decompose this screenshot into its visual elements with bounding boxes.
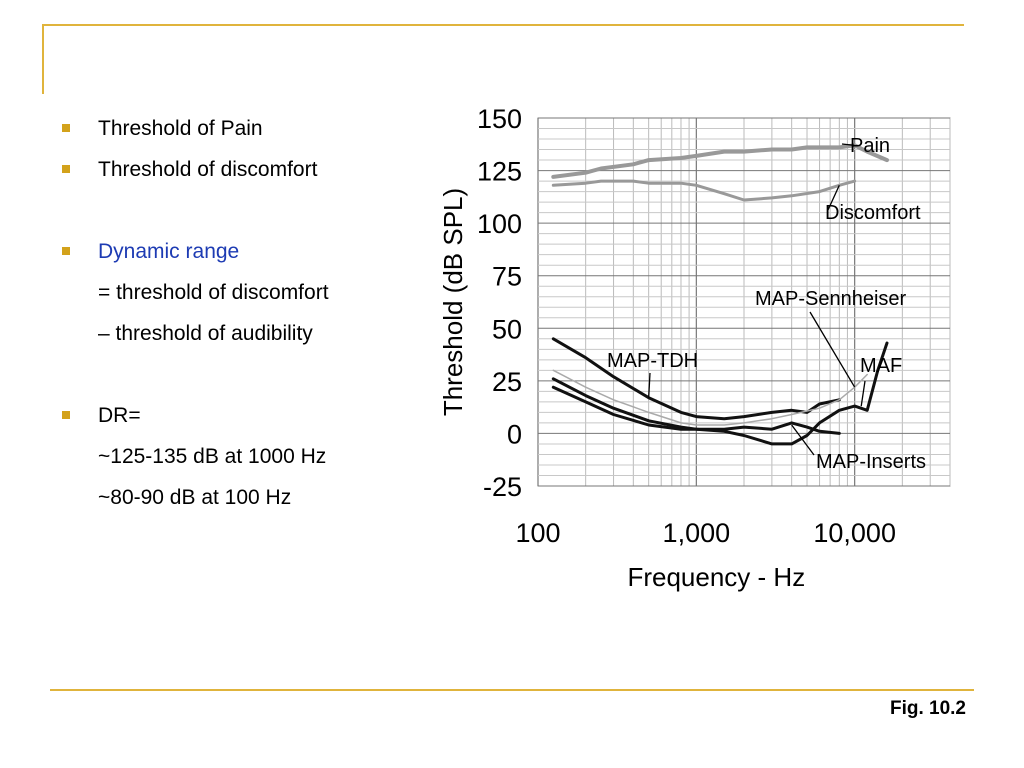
bullet-list: Threshold of Pain Threshold of discomfor… xyxy=(62,108,432,518)
bullet-marker xyxy=(62,411,70,419)
bullet-marker xyxy=(62,165,70,173)
annotation-leader-map-inserts xyxy=(791,424,815,456)
series-line-discomfort xyxy=(551,179,857,202)
x-tick-label: 1,000 xyxy=(663,518,731,548)
bullet-dr: DR= xyxy=(62,395,432,436)
y-tick-labels: 150 125 100 75 50 25 0 -25 xyxy=(477,104,522,502)
bullet-marker xyxy=(62,124,70,132)
series-line-map-inserts xyxy=(551,377,841,435)
sub-line: ~80-90 dB at 100 Hz xyxy=(62,477,432,518)
y-axis-label: Threshold (dB SPL) xyxy=(438,188,468,416)
bullet-text: Dynamic range xyxy=(98,240,240,263)
bullet-text: Threshold of Pain xyxy=(98,117,263,140)
y-tick-label: 150 xyxy=(477,104,522,134)
threshold-chart: 150 125 100 75 50 25 0 -25 100 1,000 10,000 Pain D… xyxy=(438,104,951,592)
y-tick-label: 50 xyxy=(492,314,522,344)
figure-caption: Fig. 10.2 xyxy=(889,698,966,719)
annotation-leader-map-sennheiser xyxy=(809,311,856,388)
sub-line: – threshold of audibility xyxy=(62,313,432,354)
y-tick-label: 75 xyxy=(492,262,522,292)
bullet-discomfort: Threshold of discomfort xyxy=(62,149,432,190)
y-tick-label: 125 xyxy=(477,157,522,187)
x-tick-labels: 100 1,000 10,000 xyxy=(515,518,896,548)
series-line-maf xyxy=(551,341,889,446)
bullet-marker xyxy=(62,247,70,255)
annotation-label-map-inserts: MAP-Inserts xyxy=(816,451,926,473)
annotation-label-discomfort: Discomfort xyxy=(825,202,921,224)
sub-text: – threshold of audibility xyxy=(98,322,313,345)
bullet-dynamic-range: Dynamic range xyxy=(62,231,432,272)
sub-text: = threshold of discomfort xyxy=(98,281,329,304)
y-tick-label: 100 xyxy=(477,209,522,239)
series-line-pain xyxy=(551,143,889,179)
chart-annotations: Pain Discomfort MAP-Sennheiser MAP-TDH MAF MA… xyxy=(607,135,926,473)
annotation-leader-discomfort xyxy=(827,185,840,211)
sub-text: ~80-90 dB at 100 Hz xyxy=(98,486,292,509)
annotation-leader-map-tdh xyxy=(648,372,651,398)
series-line-map-tdh xyxy=(551,337,841,421)
bullet-pain: Threshold of Pain xyxy=(62,108,432,149)
series-line-map-sennheiser xyxy=(552,369,868,426)
y-tick-label: 25 xyxy=(492,367,522,397)
top-rule xyxy=(42,24,964,26)
x-tick-label: 10,000 xyxy=(813,518,896,548)
bottom-rule xyxy=(50,689,974,691)
sub-line: = threshold of discomfort xyxy=(62,272,432,313)
annotation-label-maf: MAF xyxy=(860,355,902,377)
bullet-text: DR= xyxy=(98,404,141,427)
annotation-leader-maf xyxy=(860,380,866,407)
annotation-label-map-sennheiser: MAP-Sennheiser xyxy=(755,288,907,310)
y-tick-label: -25 xyxy=(483,472,522,502)
bullet-text: Threshold of discomfort xyxy=(98,158,318,181)
annotation-label-pain: Pain xyxy=(850,135,890,157)
sub-line: ~125-135 dB at 1000 Hz xyxy=(62,436,432,477)
y-tick-label: 0 xyxy=(507,419,522,449)
left-rule xyxy=(42,24,44,94)
x-axis-label: Frequency - Hz xyxy=(627,562,805,592)
annotation-leader-pain xyxy=(841,143,855,146)
chart-series xyxy=(551,143,889,446)
x-tick-label: 100 xyxy=(515,518,560,548)
annotation-label-map-tdh: MAP-TDH xyxy=(607,350,698,372)
sub-text: ~125-135 dB at 1000 Hz xyxy=(98,445,327,468)
